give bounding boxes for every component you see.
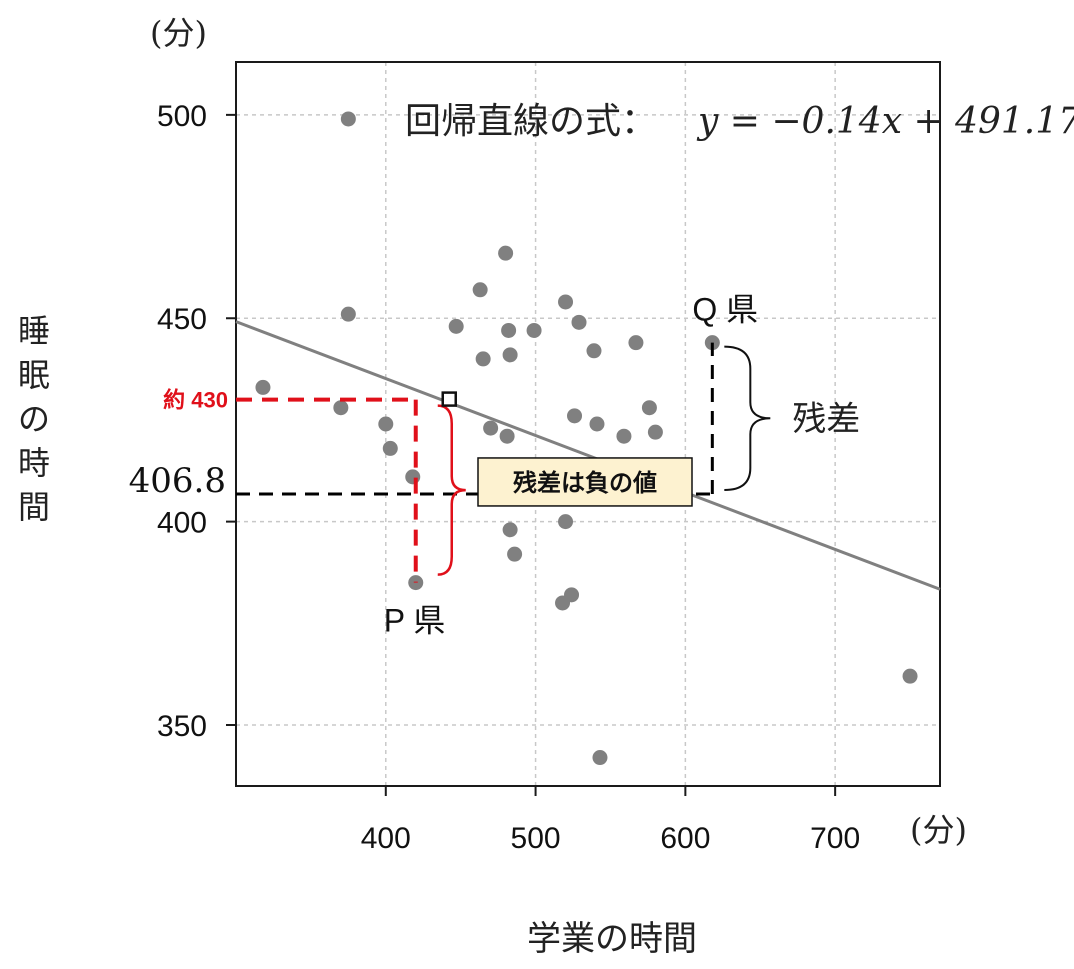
grid-lines (236, 62, 940, 786)
data-point (340, 306, 356, 322)
data-point (589, 416, 605, 432)
black-brace (724, 345, 771, 491)
x-tick-label: 400 (361, 822, 411, 855)
x-tick-label: 700 (810, 822, 860, 855)
regression-line (235, 320, 941, 591)
data-point (475, 351, 491, 367)
residual-label: 残差 (792, 399, 860, 439)
y-tick-label: 400 (157, 507, 207, 540)
value-406-label: 406.8 (129, 461, 226, 501)
data-point (507, 546, 523, 562)
data-point (902, 668, 918, 684)
data-point (498, 245, 514, 261)
data-point (558, 294, 574, 310)
q-prefecture-label: Q 県 (692, 292, 758, 328)
data-point (502, 347, 518, 363)
y-tick-label: 500 (157, 100, 207, 133)
data-point (499, 428, 515, 444)
x-axis-ticks: 400 500 600 700 (361, 786, 860, 855)
data-points (255, 111, 918, 766)
data-point (628, 335, 644, 351)
y-axis-title-char: 眠 (18, 356, 50, 394)
data-point (571, 314, 587, 330)
data-point (448, 318, 464, 334)
data-point (472, 282, 488, 298)
y-tick-label: 350 (157, 710, 207, 743)
data-point (592, 750, 608, 766)
about-430-label: 約 430 (163, 388, 228, 413)
data-point (502, 522, 518, 538)
annotations: 残差は負の値 約 430 406.8 Q 県 P 県 残差 (129, 292, 861, 639)
x-tick-label: 600 (660, 822, 710, 855)
y-axis-title-char: の (18, 400, 50, 438)
y-axis-ticks: 350 400 450 500 (157, 100, 236, 743)
data-point (483, 420, 499, 436)
equation-label: 回帰直線の式： (405, 101, 657, 142)
data-point (378, 416, 394, 432)
x-unit-label: (分) (910, 811, 967, 849)
y-axis-title-char: 睡 (18, 312, 50, 350)
p-prefecture-label: P 県 (384, 603, 446, 639)
data-point (405, 469, 421, 485)
data-point (333, 400, 349, 416)
negative-residual-label: 残差は負の値 (513, 469, 657, 497)
data-point (382, 440, 398, 456)
plot-frame (235, 61, 941, 787)
data-point (616, 428, 632, 444)
x-tick-label: 500 (511, 822, 561, 855)
data-point (558, 514, 574, 530)
data-point (641, 400, 657, 416)
data-point (567, 408, 583, 424)
data-point (255, 379, 271, 395)
y-unit-label: (分) (150, 14, 207, 52)
equation-formula: y = −0.14x + 491.17 (696, 101, 1074, 142)
y-axis-title-char: 時 (18, 444, 50, 482)
red-brace (437, 404, 466, 576)
data-point (647, 424, 663, 440)
data-point (564, 587, 580, 603)
y-tick-label: 450 (157, 303, 207, 336)
data-point (340, 111, 356, 127)
x-axis-title: 学業の時間 (527, 919, 697, 959)
data-point (501, 322, 517, 338)
y-axis-title-char: 間 (18, 488, 50, 526)
data-point (586, 343, 602, 359)
predicted-point-marker (441, 391, 457, 407)
data-point (526, 322, 542, 338)
callout-box (477, 457, 693, 507)
